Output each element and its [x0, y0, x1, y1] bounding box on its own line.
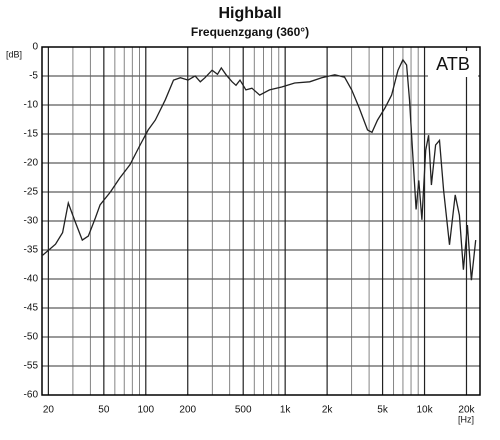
x-tick-label: 500 [235, 405, 252, 416]
x-tick-label: 2k [322, 405, 334, 416]
annotation-box [428, 51, 478, 77]
x-tick-label: 50 [98, 405, 110, 416]
y-tick-label: -30 [24, 216, 39, 227]
y-tick-label: 0 [32, 42, 38, 53]
y-tick-label: -45 [24, 303, 39, 314]
plot-frame [41, 46, 481, 396]
y-tick-label: -15 [24, 129, 39, 140]
y-tick-label: -5 [29, 71, 38, 82]
y-tick-label: -35 [24, 245, 39, 256]
x-tick-label: 1k [280, 405, 292, 416]
y-tick-label: -40 [24, 274, 39, 285]
x-tick-label: 5k [377, 405, 389, 416]
y-tick-label: -25 [24, 187, 39, 198]
response-line [41, 58, 477, 281]
annotation: ATB [436, 54, 470, 74]
chart-title: Highball [218, 5, 281, 22]
x-tick-label: 100 [137, 405, 154, 416]
x-tick-label: 10k [416, 405, 433, 416]
y-tick-label: -20 [24, 158, 39, 169]
x-axis-label: [Hz] [458, 414, 474, 424]
chart-subtitle: Frequenzgang (360°) [191, 25, 309, 39]
y-tick-label: -10 [24, 100, 39, 111]
y-tick-label: -55 [24, 361, 39, 372]
y-tick-label: -50 [24, 332, 39, 343]
y-axis-label: [dB] [6, 49, 22, 59]
y-tick-label: -60 [24, 390, 39, 401]
x-tick-label: 20 [43, 405, 55, 416]
x-tick-label: 20k [458, 405, 475, 416]
x-tick-label: 200 [179, 405, 196, 416]
